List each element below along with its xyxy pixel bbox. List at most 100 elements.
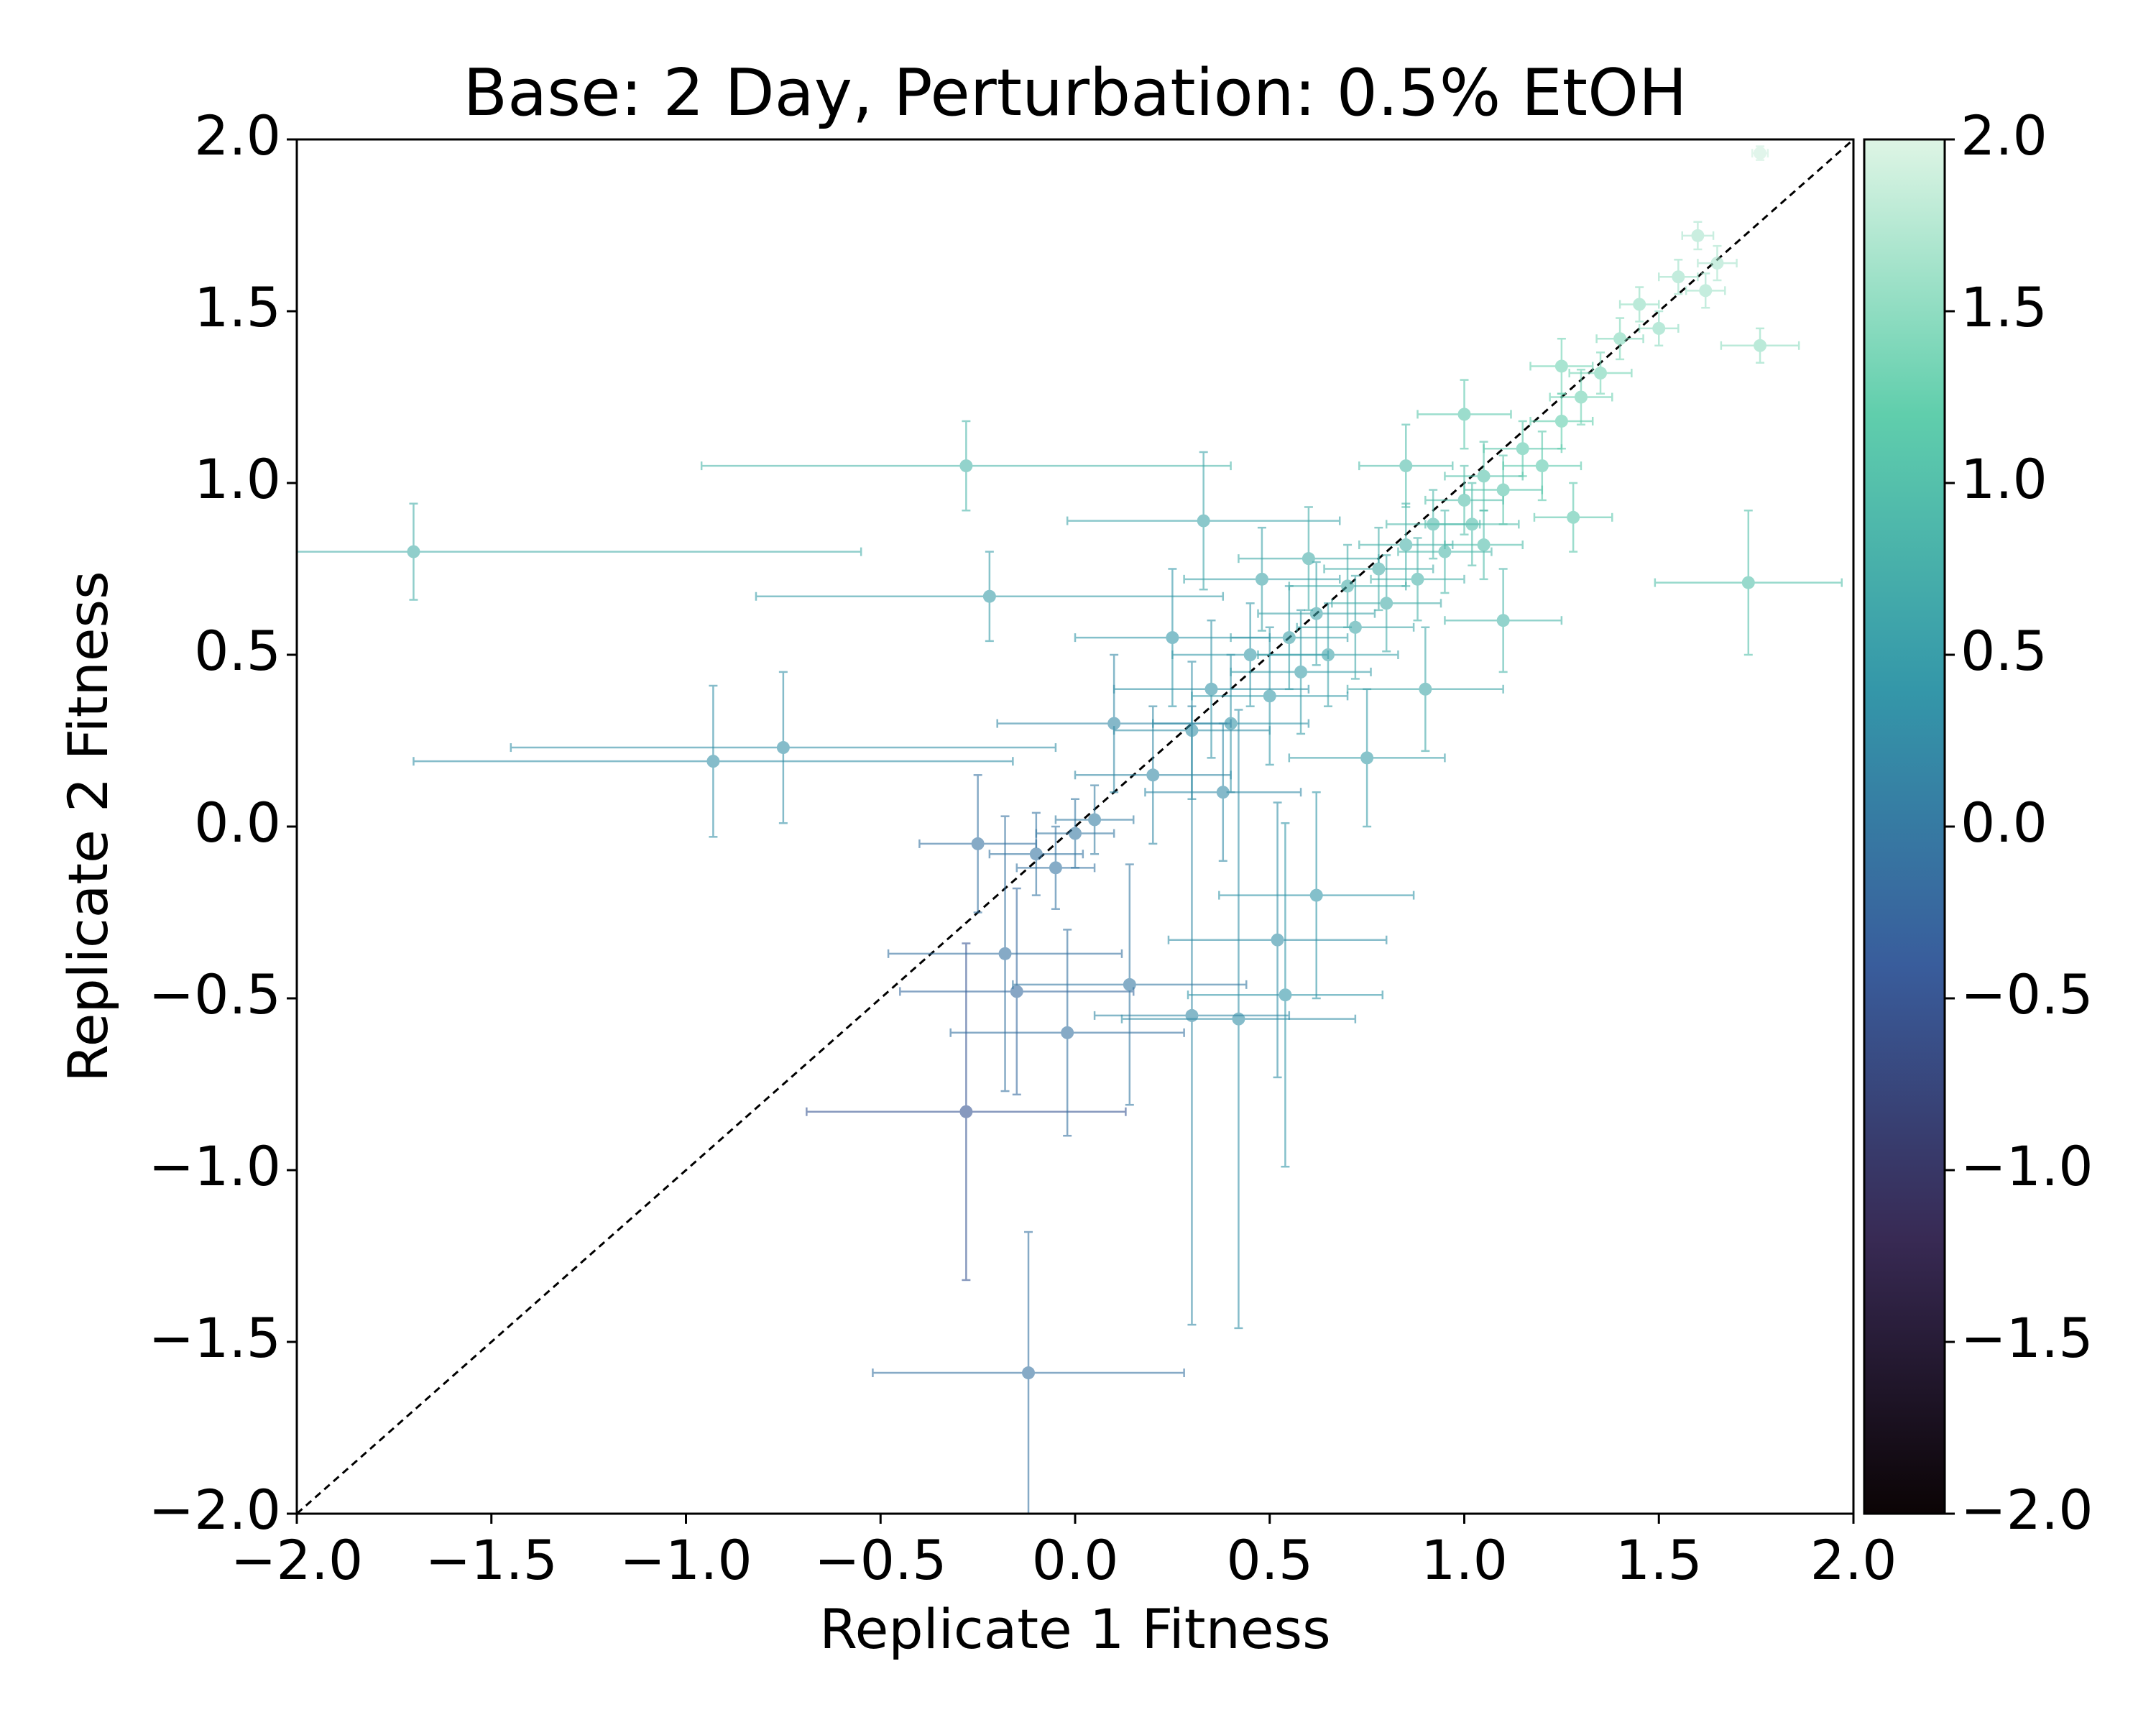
point [1309, 607, 1323, 620]
point-group [918, 774, 1038, 914]
x-tick-label: −1.0 [619, 1528, 752, 1592]
plot-area [297, 139, 1853, 1514]
point-group [1066, 451, 1341, 591]
point [1061, 1026, 1074, 1039]
point-group [1502, 431, 1583, 502]
point-group [996, 653, 1232, 794]
point [1754, 147, 1767, 160]
point-group [1230, 609, 1372, 735]
point [1516, 442, 1529, 456]
point-group [1035, 798, 1115, 869]
point [1088, 813, 1102, 827]
point [1360, 751, 1374, 765]
point [1691, 229, 1705, 242]
point-group [1444, 441, 1524, 512]
point-group [413, 684, 1014, 838]
colorbar-tick-label: −2.0 [1961, 1478, 2093, 1542]
point-group [1751, 145, 1769, 161]
point-group [1416, 379, 1512, 450]
point-group [1167, 801, 1388, 1079]
point [1567, 510, 1580, 524]
point-group [297, 502, 862, 601]
point [1710, 257, 1724, 270]
point-group [1012, 863, 1248, 1106]
point [1380, 597, 1393, 610]
colorbar-tick-label: −1.0 [1961, 1134, 2093, 1198]
point [959, 459, 973, 473]
point [1022, 1366, 1036, 1380]
point-group [755, 551, 1225, 643]
point [407, 545, 420, 558]
point [1243, 648, 1257, 661]
point-group [1397, 509, 1493, 594]
point-group [1015, 825, 1096, 910]
point-group [1144, 722, 1302, 862]
y-tick-label: 1.5 [194, 275, 281, 339]
point [1348, 620, 1362, 634]
y-axis-label: Replicate 2 Fitness [56, 571, 120, 1082]
point-group [1638, 310, 1680, 347]
point [1438, 545, 1452, 558]
y-tick-label: −2.0 [148, 1478, 281, 1542]
x-tick-label: 1.0 [1421, 1528, 1508, 1592]
y-tick-label: 0.5 [194, 619, 281, 683]
point-group [1483, 420, 1563, 477]
point [1574, 390, 1588, 404]
point [1477, 469, 1491, 483]
point [1049, 861, 1062, 875]
point-group [700, 420, 1232, 512]
point [1457, 493, 1471, 507]
point [1672, 270, 1685, 284]
point [1197, 514, 1210, 528]
point-group [1187, 822, 1384, 1168]
point-group [1529, 337, 1594, 395]
point-group [1658, 259, 1699, 295]
point [1271, 933, 1284, 947]
point [1185, 1008, 1199, 1022]
point-group [1681, 221, 1715, 251]
y-tick-label: −0.5 [148, 962, 281, 1026]
point-group [1074, 705, 1232, 845]
point [1457, 408, 1471, 421]
point [1166, 631, 1179, 645]
point-group [1218, 791, 1415, 1000]
x-tick-label: −1.5 [425, 1528, 558, 1592]
point-group [1595, 317, 1644, 361]
point [776, 741, 790, 755]
point-group [1358, 502, 1454, 587]
colorbar [1863, 138, 1946, 1515]
point-group [1549, 369, 1613, 426]
point [1535, 459, 1549, 473]
point [1741, 576, 1755, 589]
point-group [949, 929, 1185, 1137]
point [1294, 665, 1308, 678]
point-group [1296, 574, 1415, 680]
point-group [806, 942, 1127, 1282]
point-group [899, 887, 1135, 1096]
point-group [1444, 509, 1524, 581]
point [1399, 538, 1413, 552]
point-group [1183, 526, 1341, 632]
point [1419, 682, 1432, 696]
point-group [1054, 784, 1135, 855]
point-group [1331, 554, 1442, 653]
y-tick-label: 2.0 [194, 104, 281, 167]
point [1554, 359, 1568, 373]
point-group [1120, 709, 1357, 1330]
point [1633, 298, 1646, 311]
chart-title: Base: 2 Day, Perturbation: 0.5% EtOH [463, 55, 1687, 131]
point [1185, 724, 1199, 737]
y-tick-label: −1.0 [148, 1134, 281, 1198]
point [959, 1105, 973, 1118]
point-group [1444, 568, 1563, 673]
point-group [1697, 244, 1738, 282]
point-group [1358, 423, 1454, 508]
point-group [1257, 561, 1376, 666]
point [1613, 332, 1627, 346]
point [1107, 717, 1121, 730]
point [1069, 827, 1082, 840]
point [1652, 321, 1666, 335]
point-group [1533, 482, 1613, 553]
point [1699, 284, 1713, 298]
